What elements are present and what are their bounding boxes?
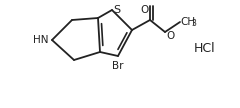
Text: S: S	[113, 5, 120, 15]
Text: HCl: HCl	[194, 41, 216, 55]
Text: O: O	[166, 31, 174, 41]
Text: O: O	[141, 5, 149, 15]
Text: CH: CH	[180, 17, 195, 27]
Text: Br: Br	[112, 61, 124, 71]
Text: HN: HN	[34, 35, 49, 45]
Text: 3: 3	[191, 20, 196, 29]
